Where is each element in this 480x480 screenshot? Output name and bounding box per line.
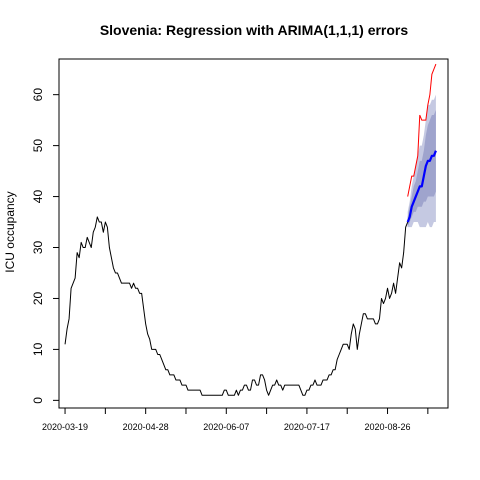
chart-title: Slovenia: Regression with ARIMA(1,1,1) e… bbox=[100, 22, 409, 38]
x-tick-label: 2020-08-26 bbox=[365, 422, 411, 432]
x-tick-label: 2020-03-19 bbox=[42, 422, 88, 432]
x-tick-label: 2020-04-28 bbox=[123, 422, 169, 432]
x-tick-label: 2020-06-07 bbox=[203, 422, 249, 432]
y-tick-label: 50 bbox=[31, 139, 45, 153]
y-tick-label: 0 bbox=[31, 397, 45, 404]
y-axis-label: ICU occupancy bbox=[3, 191, 17, 272]
x-tick-label: 2020-07-17 bbox=[284, 422, 330, 432]
y-tick-label: 40 bbox=[31, 190, 45, 204]
y-tick-label: 60 bbox=[31, 88, 45, 102]
y-tick-label: 30 bbox=[31, 241, 45, 255]
y-tick-label: 10 bbox=[31, 342, 45, 356]
y-tick-label: 20 bbox=[31, 291, 45, 305]
